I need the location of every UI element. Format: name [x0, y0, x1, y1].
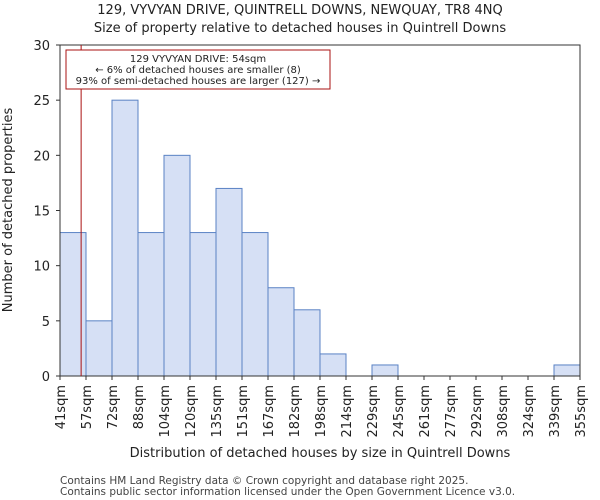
- x-tick-label: 308sqm: [496, 385, 511, 438]
- footer-line-2: Contains public sector information licen…: [60, 486, 515, 498]
- x-tick-label: 339sqm: [548, 385, 563, 438]
- x-tick-label: 198sqm: [314, 385, 329, 438]
- annotation-line-3: 93% of semi-detached houses are larger (…: [76, 76, 321, 87]
- bar-151sqm: [241, 232, 269, 377]
- bar-229sqm: [371, 364, 399, 377]
- x-tick-label: 355sqm: [574, 385, 589, 438]
- x-tick-label: 57sqm: [80, 385, 95, 429]
- y-tick-label: 15: [33, 205, 50, 220]
- annotation-box: 129 VYVYAN DRIVE: 54sqm ← 6% of detached…: [65, 49, 331, 90]
- x-tick-label: 245sqm: [392, 385, 407, 438]
- x-axis-ticks: 41sqm 57sqm 72sqm 88sqm 104sqm 120sqm 135sqm 15…: [54, 376, 589, 438]
- y-tick-label: 0: [42, 370, 50, 385]
- annotation-frame: [65, 49, 331, 90]
- footer-line-1: Contains HM Land Registry data © Crown c…: [60, 475, 468, 487]
- x-tick-label: 261sqm: [418, 385, 433, 438]
- chart-subtitle: Size of property relative to detached ho…: [94, 21, 506, 36]
- x-tick-label: 214sqm: [340, 385, 355, 438]
- x-tick-label: 324sqm: [522, 385, 537, 438]
- bar-41sqm: [59, 232, 87, 377]
- x-tick-label: 41sqm: [54, 385, 69, 429]
- x-tick-label: 151sqm: [236, 385, 251, 438]
- bar-167sqm: [267, 287, 295, 377]
- y-tick-label: 5: [42, 315, 50, 330]
- y-tick-label: 10: [33, 260, 50, 275]
- chart-title: 129, VYVYAN DRIVE, QUINTRELL DOWNS, NEWQ…: [97, 3, 502, 18]
- x-tick-label: 135sqm: [210, 385, 225, 438]
- y-tick-label: 25: [33, 94, 50, 109]
- x-tick-label: 277sqm: [444, 385, 459, 438]
- annotation-line-2: ← 6% of detached houses are smaller (8): [95, 65, 301, 76]
- x-tick-label: 167sqm: [262, 385, 277, 438]
- bar-339sqm: [553, 364, 581, 377]
- bar-198sqm: [319, 353, 347, 377]
- x-tick-label: 72sqm: [106, 385, 121, 429]
- bar-120sqm: [189, 232, 217, 377]
- y-axis-ticks: 0 5 10 15 20 25 30: [33, 39, 60, 385]
- x-tick-label: 120sqm: [184, 385, 199, 438]
- annotation-line-1: 129 VYVYAN DRIVE: 54sqm: [130, 54, 266, 65]
- x-tick-label: 182sqm: [288, 385, 303, 438]
- bar-182sqm: [293, 309, 321, 377]
- x-tick-label: 88sqm: [132, 385, 147, 429]
- y-tick-label: 30: [33, 39, 50, 54]
- y-tick-label: 20: [33, 149, 50, 164]
- bar-104sqm: [163, 154, 191, 377]
- bar-88sqm: [137, 232, 165, 377]
- x-axis-label: Distribution of detached houses by size …: [130, 446, 511, 461]
- x-tick-label: 104sqm: [158, 385, 173, 438]
- plot-frame: [59, 44, 581, 377]
- x-tick-label: 229sqm: [366, 385, 381, 438]
- bars-group: [59, 99, 581, 377]
- bar-57sqm: [85, 320, 113, 377]
- y-axis-label: Number of detached properties: [1, 108, 16, 313]
- bar-72sqm: [111, 99, 139, 377]
- bar-135sqm: [215, 187, 243, 377]
- x-tick-label: 292sqm: [470, 385, 485, 438]
